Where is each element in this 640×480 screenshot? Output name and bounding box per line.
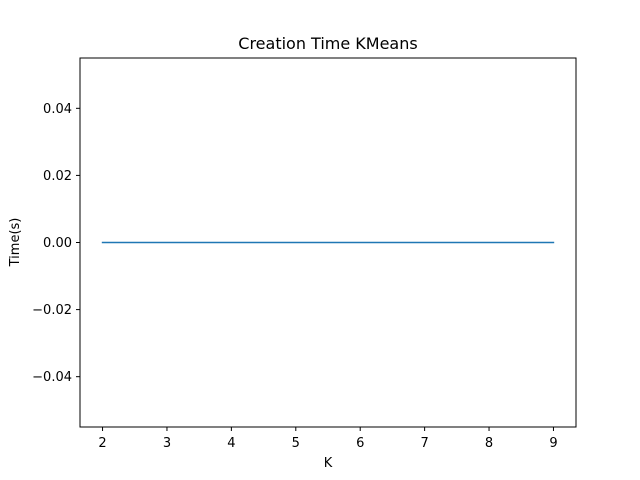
plot-frame [79,57,577,428]
x-axis-label: K [324,456,333,471]
y-tick-label: −0.04 [32,370,72,385]
x-tick-label: 9 [549,436,557,451]
y-tick-label: 0.00 [43,236,72,251]
x-tick-label: 6 [356,436,364,451]
x-tick-label: 5 [292,436,300,451]
x-axis-ticks: 2 3 4 5 6 7 8 9 [98,427,558,451]
x-tick-label: 4 [227,436,235,451]
chart-title: Creation Time KMeans [238,34,417,53]
y-tick-label: 0.04 [43,102,72,117]
x-tick-label: 8 [485,436,493,451]
x-tick-label: 2 [98,436,106,451]
x-tick-label: 3 [163,436,171,451]
y-axis-ticks: 0.04 0.02 0.00 −0.02 −0.04 [32,102,80,385]
y-tick-label: −0.02 [32,303,72,318]
x-tick-label: 7 [420,436,428,451]
y-tick-label: 0.02 [43,169,72,184]
y-axis-label: Time(s) [8,218,23,268]
